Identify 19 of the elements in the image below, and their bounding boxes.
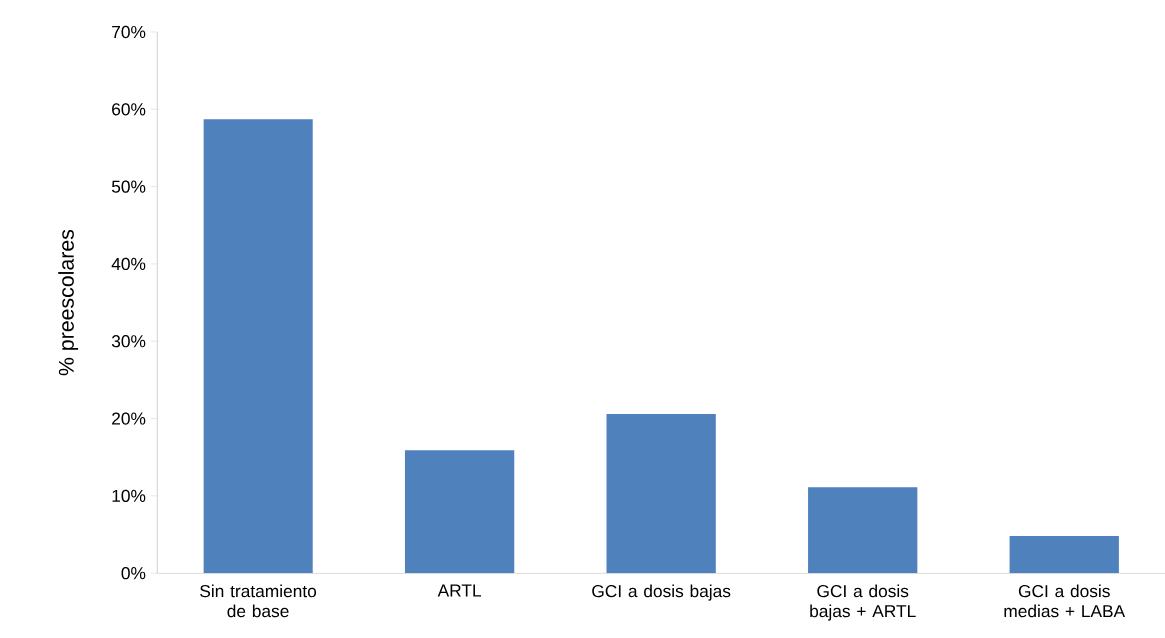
y-axis-title: % preescolares bbox=[58, 229, 79, 376]
y-tick-label: 50% bbox=[111, 180, 146, 193]
bar bbox=[1009, 535, 1119, 573]
y-tick-label: 40% bbox=[111, 257, 146, 270]
x-tick-label: GCI a dosis bajas + ARTL bbox=[810, 584, 916, 621]
y-tick-label: 10% bbox=[112, 489, 146, 502]
y-tick-label: 0% bbox=[121, 566, 146, 580]
bar bbox=[203, 119, 313, 573]
x-tick-label: GCI a dosis medias + LABA bbox=[1004, 584, 1126, 618]
x-tick-label: Sin tratamiento de base bbox=[200, 584, 317, 618]
y-tick-label: 60% bbox=[112, 102, 146, 116]
x-tick-label: GCI a dosis bajas bbox=[592, 584, 731, 601]
bar bbox=[808, 487, 918, 573]
y-tick-label: 70% bbox=[112, 25, 146, 38]
bar bbox=[606, 413, 716, 573]
x-tick-label: ARTL bbox=[437, 584, 482, 597]
y-tick-label: 30% bbox=[111, 334, 146, 348]
y-tick-label: 20% bbox=[112, 412, 146, 425]
bar bbox=[404, 450, 515, 573]
